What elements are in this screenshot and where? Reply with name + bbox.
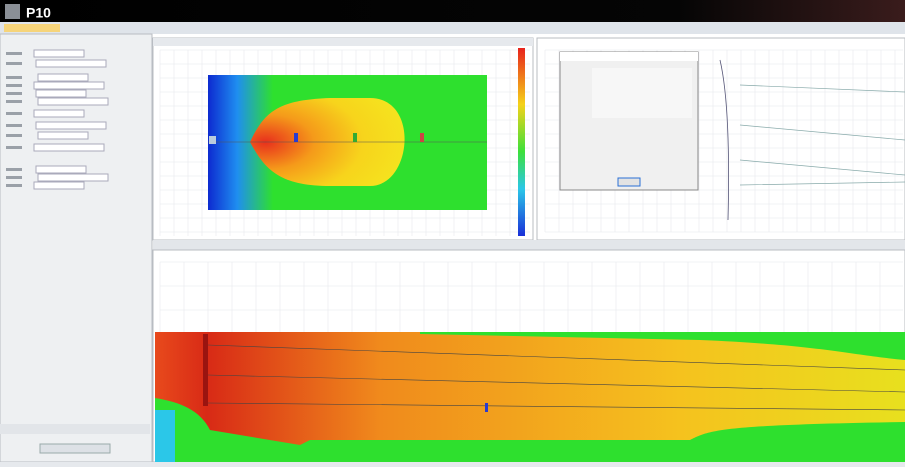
input-field[interactable]: [33, 143, 105, 152]
label-placeholder: [6, 184, 22, 187]
input-field[interactable]: [33, 49, 85, 58]
label-placeholder: [6, 112, 22, 115]
dialog-title-bar: [560, 52, 698, 61]
status-bar: [0, 462, 905, 467]
input-field[interactable]: [37, 131, 89, 140]
app-logo: [5, 4, 20, 19]
title-bar: [0, 0, 905, 22]
active-tab[interactable]: [4, 24, 60, 32]
input-field[interactable]: [33, 181, 85, 190]
source-marker[interactable]: [420, 133, 424, 142]
label-placeholder: [6, 92, 22, 95]
input-field[interactable]: [35, 89, 87, 98]
receiver-marker[interactable]: [485, 403, 488, 412]
label-placeholder: [6, 168, 22, 171]
input-field[interactable]: [33, 109, 85, 118]
input-field[interactable]: [37, 97, 109, 106]
tab-bar: [153, 240, 905, 250]
input-field[interactable]: [33, 81, 105, 90]
input-field[interactable]: [35, 165, 87, 174]
label-placeholder: [6, 62, 22, 65]
dialog-text: [592, 68, 692, 118]
label-placeholder: [6, 52, 22, 55]
label-placeholder: [6, 134, 22, 137]
label-placeholder: [6, 176, 22, 179]
ray-line: [207, 344, 905, 411]
panel-footer: [0, 424, 150, 434]
label-placeholder: [6, 76, 22, 79]
color-scale: [518, 48, 525, 236]
panel-button[interactable]: [39, 443, 111, 454]
input-field[interactable]: [37, 173, 109, 182]
toolbar: [0, 22, 905, 34]
label-placeholder: [6, 146, 22, 149]
panel-header: [153, 38, 533, 46]
section-low-region: [420, 332, 905, 360]
source-marker[interactable]: [294, 133, 298, 142]
label-placeholder: [6, 84, 22, 87]
input-field[interactable]: [35, 121, 107, 130]
section-low-region: [155, 398, 905, 462]
ok-button[interactable]: [617, 177, 641, 187]
source-marker[interactable]: [209, 136, 216, 144]
curve: [719, 59, 729, 221]
app-title: P10: [26, 5, 51, 21]
label-placeholder: [6, 100, 22, 103]
source-marker[interactable]: [353, 133, 357, 142]
source-column: [203, 334, 208, 406]
section-cold-region: [155, 410, 175, 462]
curve: [739, 84, 905, 186]
input-field[interactable]: [35, 59, 107, 68]
label-placeholder: [6, 124, 22, 127]
input-field[interactable]: [37, 73, 89, 82]
